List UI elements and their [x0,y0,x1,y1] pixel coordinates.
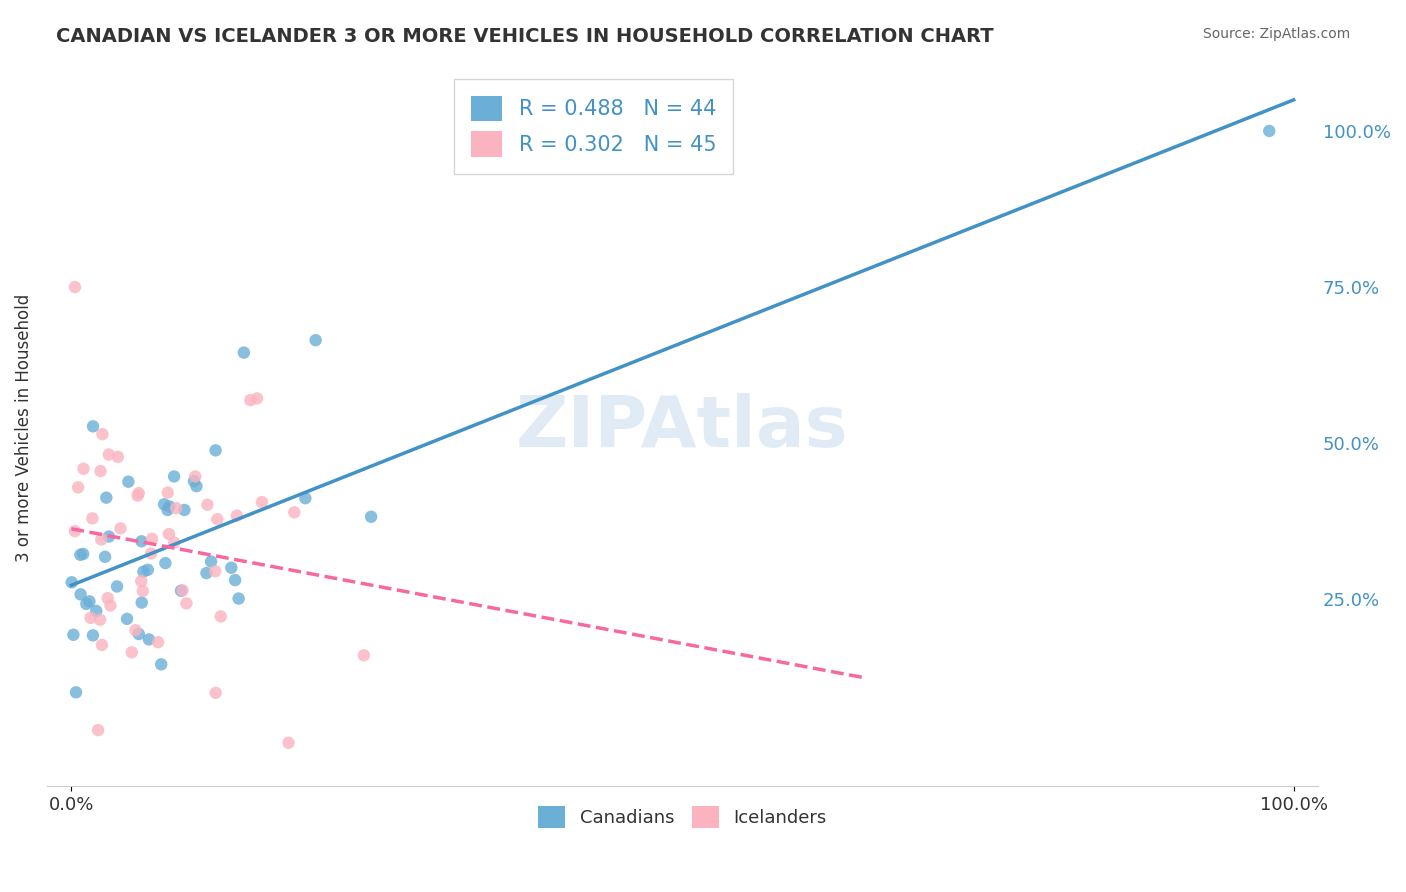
Point [239,393,262,408]
Point [105,579,128,593]
Point [69,548,91,562]
Text: Source: ZipAtlas.com: Source: ZipAtlas.com [1202,27,1350,41]
Point [79,594,101,608]
Point [360,509,382,524]
Point [228,591,250,606]
Point [204,686,226,700]
Point [132,584,155,599]
Point [75,597,97,611]
Legend: Canadians, Icelanders: Canadians, Icelanders [531,798,834,835]
Point [89,613,111,627]
Point [79,611,101,625]
Point [131,534,153,549]
Point [72,547,94,561]
Point [91,638,114,652]
Point [283,505,305,519]
Point [82,511,104,525]
Point [129,574,152,589]
Point [62,628,84,642]
Text: ZIPAtlas: ZIPAtlas [516,393,849,462]
Point [97,530,120,544]
Point [156,503,179,517]
Point [131,596,153,610]
Point [128,627,150,641]
Point [63,524,86,539]
Point [107,450,129,464]
Point [250,495,273,509]
Point [141,532,163,546]
Point [138,632,160,647]
Point [224,573,246,587]
Point [246,392,269,406]
Point [117,475,139,489]
Point [89,464,111,478]
Point [91,427,114,442]
Point [67,480,90,494]
Point [1258,124,1281,138]
Point [304,333,326,347]
Point [87,723,110,737]
Point [176,596,198,610]
Point [204,564,226,578]
Point [139,547,162,561]
Y-axis label: 3 or more Vehicles in Household: 3 or more Vehicles in Household [15,293,32,562]
Point [132,565,155,579]
Point [127,489,149,503]
Point [100,599,122,613]
Point [207,512,229,526]
Point [183,474,205,488]
Text: CANADIAN VS ICELANDER 3 OR MORE VEHICLES IN HOUSEHOLD CORRELATION CHART: CANADIAN VS ICELANDER 3 OR MORE VEHICLES… [56,27,994,45]
Point [96,491,118,505]
Point [159,500,181,514]
Point [170,583,193,598]
Point [97,448,120,462]
Point [94,549,117,564]
Point [197,498,219,512]
Point [124,624,146,638]
Point [136,563,159,577]
Point [173,503,195,517]
Point [353,648,375,663]
Point [150,657,173,672]
Point [163,469,186,483]
Point [165,501,187,516]
Point [97,591,120,606]
Point [90,533,112,547]
Point [121,645,143,659]
Point [232,345,254,359]
Point [65,685,87,699]
Point [209,609,232,624]
Point [128,486,150,500]
Point [172,583,194,598]
Point [84,604,107,618]
Point [82,628,104,642]
Point [277,736,299,750]
Point [221,560,243,574]
Point [63,280,86,294]
Point [146,635,169,649]
Point [72,461,94,475]
Point [225,508,247,523]
Point [110,521,132,535]
Point [163,535,186,549]
Point [69,587,91,601]
Point [155,556,177,570]
Point [156,485,179,500]
Point [115,612,138,626]
Point [186,479,208,493]
Point [153,497,176,511]
Point [82,419,104,434]
Point [184,469,207,483]
Point [60,575,83,590]
Point [294,491,316,506]
Point [157,527,180,541]
Point [200,555,222,569]
Point [204,443,226,458]
Point [195,566,218,580]
